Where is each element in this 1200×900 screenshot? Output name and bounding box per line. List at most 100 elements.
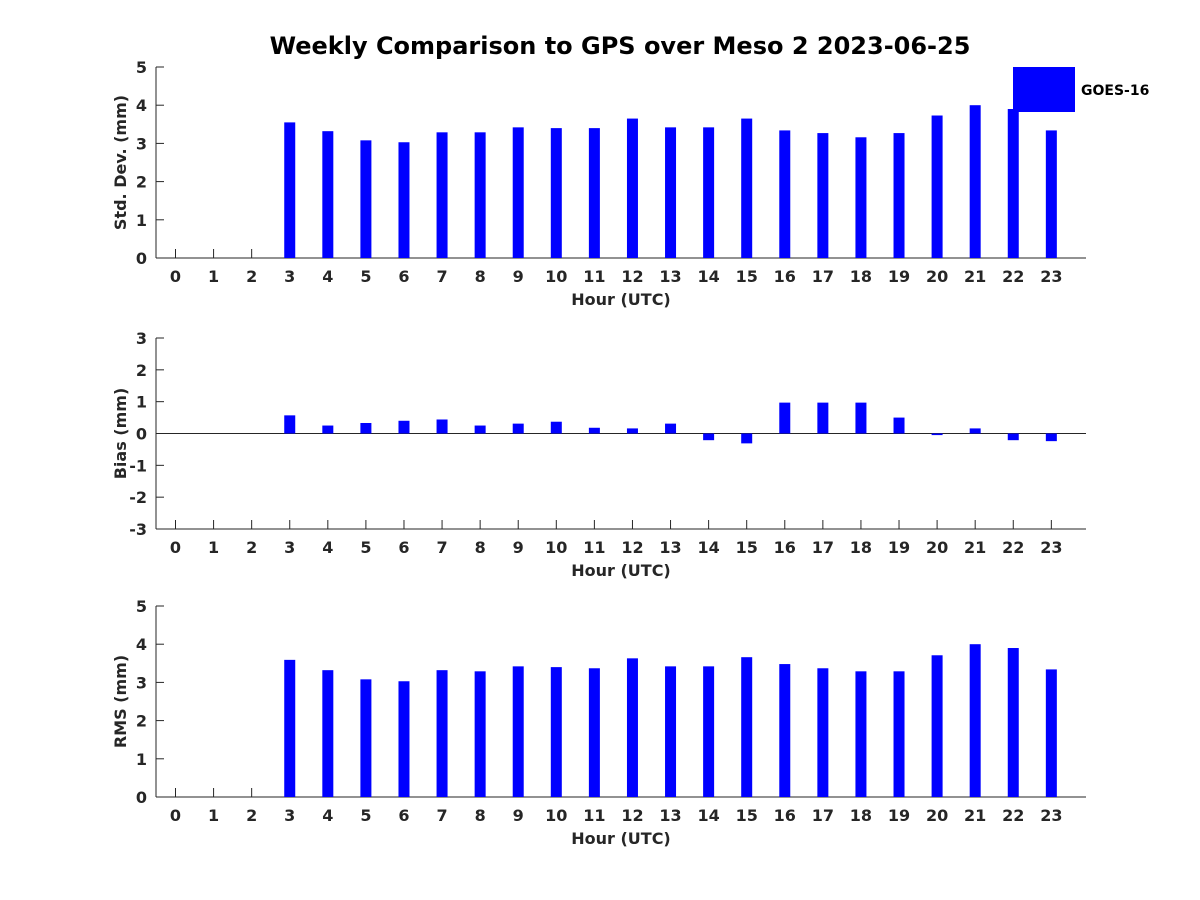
bar <box>893 671 905 797</box>
y-tick-label: 5 <box>136 597 147 616</box>
bar <box>474 132 486 258</box>
bar <box>398 681 410 797</box>
x-tick-label: 8 <box>475 538 486 557</box>
bar <box>626 428 638 434</box>
x-tick-label: 22 <box>1002 538 1024 557</box>
y-tick-label: 3 <box>136 329 147 348</box>
bar <box>1045 433 1057 442</box>
x-tick-label: 23 <box>1040 806 1062 825</box>
bar <box>398 142 410 258</box>
bar <box>322 670 334 797</box>
bar <box>360 422 372 434</box>
x-tick-label: 18 <box>850 806 872 825</box>
x-tick-label: 21 <box>964 806 986 825</box>
legend-label: GOES-16 <box>1081 83 1149 99</box>
bar <box>817 133 829 258</box>
x-tick-label: 9 <box>513 267 524 286</box>
legend: GOES-16 <box>1013 67 1149 112</box>
x-axis-label: Hour (UTC) <box>571 829 671 848</box>
bar <box>855 402 867 434</box>
x-tick-label: 16 <box>774 538 796 557</box>
y-tick-label: 4 <box>136 635 147 654</box>
bar <box>550 421 562 434</box>
bar <box>931 655 943 797</box>
bar <box>931 115 943 258</box>
y-tick-label: -3 <box>129 520 147 539</box>
bar <box>741 433 753 444</box>
x-tick-label: 6 <box>398 267 409 286</box>
x-tick-label: 11 <box>583 806 605 825</box>
x-tick-label: 7 <box>436 806 447 825</box>
bar <box>969 644 981 797</box>
x-tick-label: 13 <box>659 538 681 557</box>
x-tick-label: 14 <box>697 267 719 286</box>
x-tick-label: 23 <box>1040 538 1062 557</box>
x-tick-label: 6 <box>398 538 409 557</box>
x-tick-label: 3 <box>284 538 295 557</box>
x-tick-label: 1 <box>208 538 219 557</box>
bar <box>665 127 677 258</box>
x-tick-label: 3 <box>284 267 295 286</box>
bar <box>626 658 638 797</box>
bar <box>550 667 562 797</box>
bar <box>1007 109 1019 259</box>
y-tick-label: 2 <box>136 361 147 380</box>
x-tick-label: 20 <box>926 806 948 825</box>
x-tick-label: 18 <box>850 267 872 286</box>
x-tick-label: 22 <box>1002 267 1024 286</box>
x-tick-label: 0 <box>170 267 181 286</box>
bar <box>474 425 486 434</box>
y-tick-label: 2 <box>136 173 147 192</box>
x-tick-label: 23 <box>1040 267 1062 286</box>
x-tick-label: 7 <box>436 538 447 557</box>
x-tick-label: 12 <box>621 538 643 557</box>
x-tick-label: 0 <box>170 538 181 557</box>
x-tick-label: 13 <box>659 267 681 286</box>
bar <box>588 128 600 258</box>
x-tick-label: 10 <box>545 806 567 825</box>
x-tick-label: 17 <box>812 267 834 286</box>
x-tick-label: 10 <box>545 538 567 557</box>
bar <box>588 668 600 797</box>
y-tick-label: 0 <box>136 249 147 268</box>
x-tick-label: 2 <box>246 538 257 557</box>
y-tick-label: -1 <box>129 456 147 475</box>
bar <box>741 118 753 258</box>
x-tick-label: 14 <box>697 806 719 825</box>
bar <box>512 127 524 258</box>
x-tick-label: 18 <box>850 538 872 557</box>
bar <box>969 105 981 258</box>
bar <box>703 666 715 797</box>
bar <box>550 128 562 258</box>
y-tick-label: 0 <box>136 788 147 807</box>
bar <box>703 433 715 441</box>
bar <box>436 419 448 434</box>
y-tick-label: 1 <box>136 750 147 769</box>
bar <box>855 137 867 258</box>
y-tick-label: 3 <box>136 673 147 692</box>
x-tick-label: 13 <box>659 806 681 825</box>
legend-swatch <box>1013 67 1075 112</box>
x-tick-label: 12 <box>621 267 643 286</box>
x-tick-label: 21 <box>964 267 986 286</box>
y-tick-label: 4 <box>136 96 147 115</box>
bar <box>969 428 981 434</box>
bar <box>588 427 600 434</box>
bar <box>322 425 334 434</box>
x-tick-label: 15 <box>736 267 758 286</box>
x-tick-label: 5 <box>360 538 371 557</box>
x-tick-label: 15 <box>736 806 758 825</box>
x-tick-label: 22 <box>1002 806 1024 825</box>
x-tick-label: 10 <box>545 267 567 286</box>
x-tick-label: 20 <box>926 267 948 286</box>
x-tick-label: 4 <box>322 267 333 286</box>
bar <box>855 671 867 797</box>
bar <box>741 657 753 797</box>
bar <box>1045 669 1057 797</box>
bar <box>436 132 448 258</box>
x-tick-label: 1 <box>208 806 219 825</box>
